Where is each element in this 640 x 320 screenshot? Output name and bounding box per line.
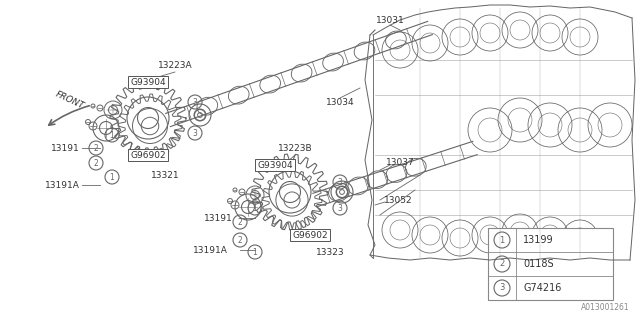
Text: 13199: 13199 bbox=[523, 235, 554, 245]
Text: 13191: 13191 bbox=[51, 143, 80, 153]
Text: 13052: 13052 bbox=[384, 196, 412, 204]
Text: 13223B: 13223B bbox=[278, 143, 312, 153]
Text: 2: 2 bbox=[237, 218, 243, 227]
Text: 3: 3 bbox=[337, 204, 342, 212]
Text: 0118S: 0118S bbox=[523, 259, 554, 269]
Text: 13191: 13191 bbox=[204, 213, 232, 222]
Bar bbox=[488, 228, 613, 300]
Text: 3: 3 bbox=[193, 129, 197, 138]
Text: 13037: 13037 bbox=[386, 157, 414, 166]
Text: 13223A: 13223A bbox=[157, 60, 192, 69]
Text: 13321: 13321 bbox=[150, 171, 179, 180]
Text: 2: 2 bbox=[499, 260, 504, 268]
Text: 3: 3 bbox=[499, 284, 505, 292]
Text: 3: 3 bbox=[337, 178, 342, 187]
Text: 13034: 13034 bbox=[326, 98, 355, 107]
Text: 1: 1 bbox=[499, 236, 504, 244]
Text: G93904: G93904 bbox=[257, 161, 293, 170]
Text: FRONT: FRONT bbox=[54, 89, 86, 111]
Text: 1: 1 bbox=[109, 172, 115, 181]
Text: 13323: 13323 bbox=[316, 247, 344, 257]
Text: 13191A: 13191A bbox=[193, 245, 227, 254]
Text: 3: 3 bbox=[193, 98, 197, 107]
Text: G96902: G96902 bbox=[292, 230, 328, 239]
Text: G96902: G96902 bbox=[130, 150, 166, 159]
Text: 1: 1 bbox=[109, 131, 115, 140]
Text: G93904: G93904 bbox=[130, 77, 166, 86]
Text: 1: 1 bbox=[253, 247, 257, 257]
Text: 1: 1 bbox=[253, 204, 257, 212]
Text: 2: 2 bbox=[93, 143, 99, 153]
Text: G74216: G74216 bbox=[523, 283, 561, 293]
Text: A013001261: A013001261 bbox=[581, 303, 630, 312]
Text: 2: 2 bbox=[237, 236, 243, 244]
Text: 13191A: 13191A bbox=[45, 180, 80, 189]
Text: 13031: 13031 bbox=[376, 15, 404, 25]
Text: 2: 2 bbox=[93, 158, 99, 167]
